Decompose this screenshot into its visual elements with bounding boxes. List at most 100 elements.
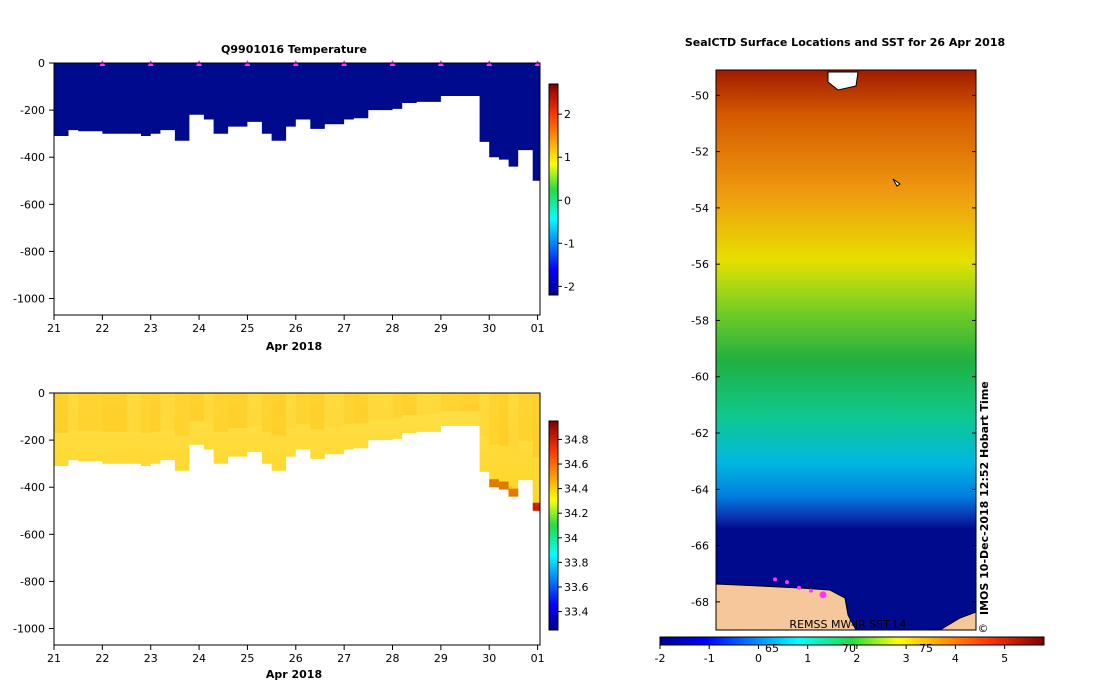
x-tick-label: 29 — [434, 652, 448, 665]
lat-tick-label: -58 — [691, 314, 709, 327]
salinity-band — [150, 393, 161, 432]
sst-colorbar-tick-label: 3 — [903, 652, 910, 665]
salinity-band — [247, 393, 262, 426]
salinity-band — [392, 393, 403, 419]
salinity-band — [203, 393, 214, 425]
temperature-field — [54, 63, 540, 207]
x-tick-label: 26 — [289, 322, 303, 335]
lat-tick-label: -60 — [691, 371, 709, 384]
temperature-panel: Q9901016 Temperature 0 -200 -400 -600 -800 -1… — [13, 43, 575, 353]
timestamp-label: IMOS 10-Dec-2018 12:52 Hobart Time — [978, 381, 991, 615]
x-tick-label: 01 — [531, 652, 545, 665]
salinity-y-axis: 0 -200 -400 -600 -800 -1000 — [13, 387, 54, 636]
copyright-symbol: © — [978, 622, 989, 635]
salinity-band — [402, 393, 417, 416]
sst-overlay-label: 75 — [919, 642, 933, 655]
seal-location — [809, 588, 813, 593]
x-tick-label: 26 — [289, 652, 303, 665]
colorbar-tick-label: 34.4 — [564, 483, 589, 496]
y-tick-label: -600 — [20, 198, 45, 211]
island — [827, 71, 859, 91]
sst-field — [716, 70, 976, 630]
colorbar-tick-label: 1 — [564, 151, 571, 164]
colorbar-tick-label: 33.8 — [564, 556, 589, 569]
x-tick-label: 21 — [47, 322, 61, 335]
seal-location — [773, 577, 777, 582]
sst-map-panel: SealCTD Surface Locations and SST for 26… — [655, 36, 1045, 665]
x-tick-label: 28 — [386, 652, 400, 665]
temperature-axes-frame — [53, 62, 541, 316]
x-tick-label: 30 — [482, 322, 496, 335]
salinity-deep-band — [498, 481, 509, 490]
y-tick-label: -600 — [20, 528, 45, 541]
x-tick-label: 28 — [386, 322, 400, 335]
lat-tick-label: -52 — [691, 146, 709, 159]
sst-colorbar-tick-label: -2 — [655, 652, 666, 665]
y-tick-label: -1000 — [13, 293, 45, 306]
x-tick-label: 23 — [144, 652, 158, 665]
sst-colorbar-tick-label: 0 — [755, 652, 762, 665]
x-tick-label: 22 — [95, 322, 109, 335]
salinity-band — [508, 393, 519, 450]
lat-tick-label: -64 — [691, 483, 709, 496]
salinity-colorbar — [548, 420, 559, 631]
salinity-band — [54, 393, 69, 434]
salinity-bands — [54, 393, 540, 511]
temperature-y-axis: 0 -200 -400 -600 -800 -1000 — [13, 57, 54, 306]
salinity-xlabel: Apr 2018 — [266, 668, 322, 681]
salinity-deep-band — [489, 479, 499, 488]
seal-location — [785, 580, 789, 585]
salinity-deep-band — [508, 488, 519, 497]
salinity-band — [344, 393, 354, 425]
colorbar-tick-label: -2 — [564, 280, 575, 293]
salinity-band — [78, 393, 103, 431]
x-tick-label: 22 — [95, 652, 109, 665]
x-tick-label: 23 — [144, 322, 158, 335]
sst-colorbar — [659, 636, 1045, 646]
salinity-band — [160, 393, 175, 430]
temperature-title: Q9901016 Temperature — [221, 43, 367, 56]
salinity-band — [460, 393, 480, 412]
salinity-band — [126, 393, 142, 432]
salinity-band — [68, 393, 79, 430]
colorbar-tick-label: 34.2 — [564, 507, 589, 520]
lat-tick-label: -68 — [691, 596, 709, 609]
x-tick-label: 27 — [337, 322, 351, 335]
salinity-band — [174, 393, 190, 436]
salinity-band — [416, 393, 441, 415]
sst-colorbar-ticks: -2 -1 0 1 2 3 4 5 65 70 75 — [655, 642, 1009, 665]
sst-map-y-axis: -50 -52 -54 -56 -58 -60 -62 -64 -66 -68 — [691, 89, 976, 609]
y-tick-label: -400 — [20, 151, 45, 164]
y-tick-label: -800 — [20, 245, 45, 258]
x-tick-label: 27 — [337, 652, 351, 665]
salinity-band — [228, 393, 248, 428]
salinity-panel: 0-200-400-600-800-1000 21 22 23 24 25 26 27 28 2… — [13, 387, 588, 681]
lat-tick-label: -66 — [691, 540, 709, 553]
salinity-deep-band — [532, 502, 540, 511]
x-tick-label: 24 — [192, 322, 206, 335]
colorbar-tick-label: 2 — [564, 108, 571, 121]
lat-tick-label: -56 — [691, 258, 709, 271]
y-tick-label: -200 — [20, 104, 45, 117]
colorbar-tick-label: -1 — [564, 237, 575, 250]
lat-tick-label: -54 — [691, 202, 709, 215]
salinity-axes-frame — [53, 392, 541, 646]
y-tick-label: -200 — [20, 434, 45, 447]
sst-overlay-label: 70 — [842, 642, 856, 655]
salinity-band — [353, 393, 369, 424]
sst-colorbar-tick-label: 1 — [804, 652, 811, 665]
salinity-colorbar-ticks: 34.8 34.6 34.4 34.2 34 33.8 33.6 33.4 — [558, 433, 589, 619]
sst-overlay-label: 65 — [765, 642, 779, 655]
sst-colorbar-tick-label: -1 — [704, 652, 715, 665]
lat-tick-label: -62 — [691, 427, 709, 440]
sst-colorbar-tick-label: 5 — [1001, 652, 1008, 665]
x-tick-label: 25 — [240, 652, 254, 665]
salinity-band — [102, 393, 127, 432]
sst-map-title: SealCTD Surface Locations and SST for 26… — [685, 36, 1005, 49]
salinity-band — [286, 393, 296, 428]
salinity-band — [189, 393, 204, 422]
salinity-band — [213, 393, 229, 432]
salinity-x-axis: 21 22 23 24 25 26 27 28 29 30 01 — [47, 645, 545, 665]
x-tick-label: 25 — [240, 322, 254, 335]
